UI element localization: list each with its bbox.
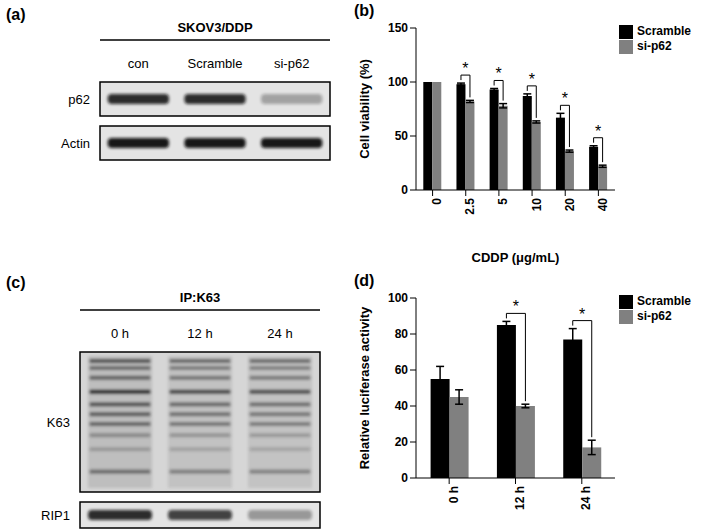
svg-text:24 h: 24 h — [267, 326, 292, 341]
html-text:Scramble: Scramble — [637, 24, 691, 38]
svg-text:CDDP (μg/mL): CDDP (μg/mL) — [472, 250, 560, 265]
svg-text:50: 50 — [395, 129, 409, 143]
svg-text:Relative luciferase activity: Relative luciferase activity — [357, 306, 372, 469]
svg-text:80: 80 — [395, 327, 409, 341]
svg-text:(c): (c) — [6, 274, 26, 291]
svg-text:0: 0 — [401, 183, 408, 197]
html-text:(b): (b) — [354, 2, 375, 19]
svg-text:(a): (a) — [6, 6, 26, 23]
svg-text:SKOV3/DDP: SKOV3/DDP — [177, 20, 252, 35]
svg-text:p62: p62 — [68, 92, 90, 107]
html-text:(d): (d) — [354, 272, 375, 289]
svg-text:con: con — [128, 56, 149, 71]
html-text:si-p62: si-p62 — [637, 308, 672, 323]
svg-text:*: * — [462, 60, 468, 77]
svg-text:*: * — [595, 123, 601, 140]
svg-text:10: 10 — [530, 198, 544, 212]
svg-text:40: 40 — [395, 399, 409, 413]
svg-text:100: 100 — [388, 291, 408, 305]
svg-text:Actin: Actin — [61, 136, 90, 151]
svg-text:Cell viability (%): Cell viability (%) — [357, 59, 372, 159]
svg-text:0: 0 — [401, 471, 408, 485]
svg-text:Scramble: Scramble — [188, 56, 243, 71]
svg-text:20: 20 — [395, 435, 409, 449]
svg-text:24 h: 24 h — [579, 486, 593, 510]
svg-text:60: 60 — [395, 363, 409, 377]
html-text:Scramble: Scramble — [637, 294, 691, 308]
svg-text:2.5: 2.5 — [463, 198, 477, 215]
svg-text:20: 20 — [563, 198, 577, 212]
svg-text:0: 0 — [430, 198, 444, 205]
html-text:si-p62: si-p62 — [637, 38, 672, 53]
svg-text:12 h: 12 h — [513, 486, 527, 510]
svg-text:IP:K63: IP:K63 — [180, 290, 220, 305]
svg-text:0 h: 0 h — [111, 326, 129, 341]
svg-text:K63: K63 — [47, 415, 70, 430]
svg-text:100: 100 — [388, 75, 408, 89]
svg-text:*: * — [513, 298, 519, 315]
svg-text:12 h: 12 h — [187, 326, 212, 341]
svg-text:5: 5 — [496, 198, 510, 205]
svg-text:*: * — [579, 306, 585, 323]
svg-text:*: * — [496, 65, 502, 82]
svg-text:150: 150 — [388, 21, 408, 35]
svg-text:*: * — [562, 90, 568, 107]
svg-text:*: * — [529, 71, 535, 88]
svg-text:si-p62: si-p62 — [274, 56, 309, 71]
svg-text:0 h: 0 h — [447, 486, 461, 503]
svg-text:40: 40 — [596, 198, 610, 212]
svg-text:RIP1: RIP1 — [41, 508, 70, 523]
